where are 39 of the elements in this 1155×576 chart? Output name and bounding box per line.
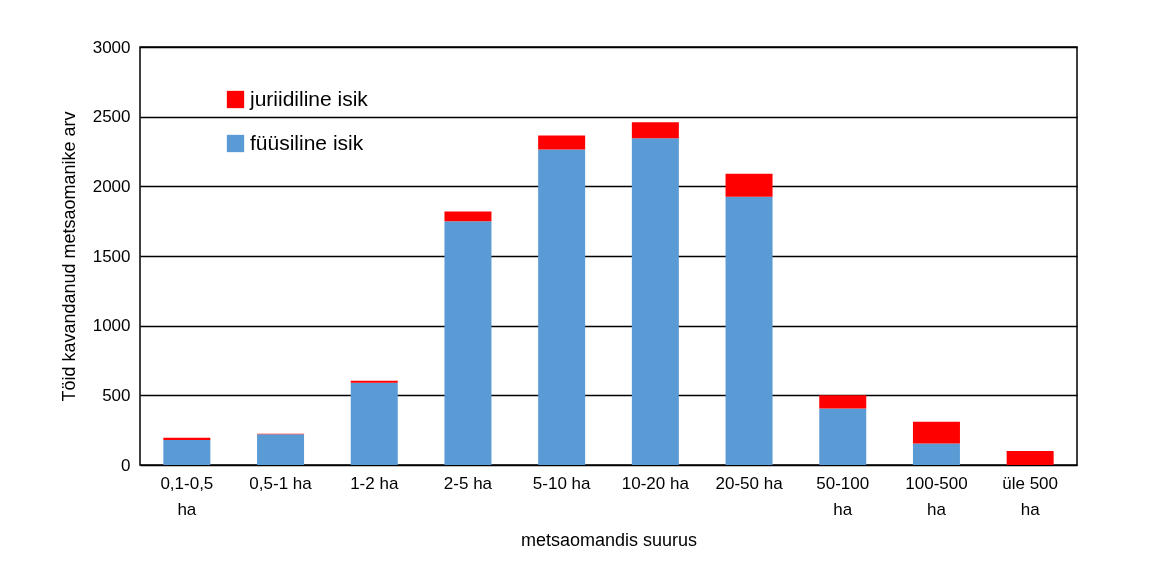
- bar: [257, 434, 305, 465]
- x-tick-label: 50-100 ha: [816, 473, 870, 519]
- y-tick-label: 3000: [92, 37, 131, 57]
- bar: [350, 382, 398, 465]
- x-axis-title: metsaomandis suurus: [520, 529, 698, 550]
- y-tick-label: 2000: [92, 176, 131, 196]
- y-tick-label: 2500: [92, 107, 131, 127]
- legend-label: füüsiline isik: [250, 130, 364, 154]
- x-tick-label: 2-5 ha: [443, 473, 493, 493]
- bar: [631, 138, 679, 465]
- bar: [538, 135, 586, 150]
- x-tick-label: 0,1-0,5 ha: [160, 473, 214, 519]
- y-tick-label: 1000: [92, 316, 131, 336]
- x-tick-label: 10-20 ha: [621, 473, 690, 493]
- x-tick-label: 1-2 ha: [350, 473, 399, 493]
- x-tick-label: üle 500 ha: [1002, 473, 1059, 519]
- x-tick-label: 100-500 ha: [905, 473, 968, 519]
- y-tick-label: 1500: [92, 246, 131, 266]
- y-tick-label: 0: [121, 455, 131, 475]
- bar: [725, 196, 773, 465]
- bar: [163, 439, 211, 465]
- bar: [725, 173, 773, 197]
- y-tick-label: 500: [102, 385, 131, 405]
- bar: [912, 443, 960, 465]
- bar: [350, 380, 398, 383]
- x-tick-label: 5-10 ha: [532, 473, 592, 493]
- bar: [444, 211, 492, 222]
- x-tick-label: 0,5-1 ha: [249, 473, 313, 493]
- legend-label: juriidiline isik: [249, 86, 369, 110]
- y-axis-title: Töid kavandanud metsaomanike arv: [58, 111, 79, 402]
- bar: [631, 122, 679, 139]
- x-tick-label: 20-50 ha: [715, 473, 784, 493]
- bar: [819, 408, 867, 465]
- bar: [163, 437, 211, 440]
- bar: [444, 221, 492, 465]
- bar: [1006, 451, 1054, 465]
- bar: [819, 395, 867, 409]
- bar: [538, 149, 586, 465]
- bar: [912, 421, 960, 444]
